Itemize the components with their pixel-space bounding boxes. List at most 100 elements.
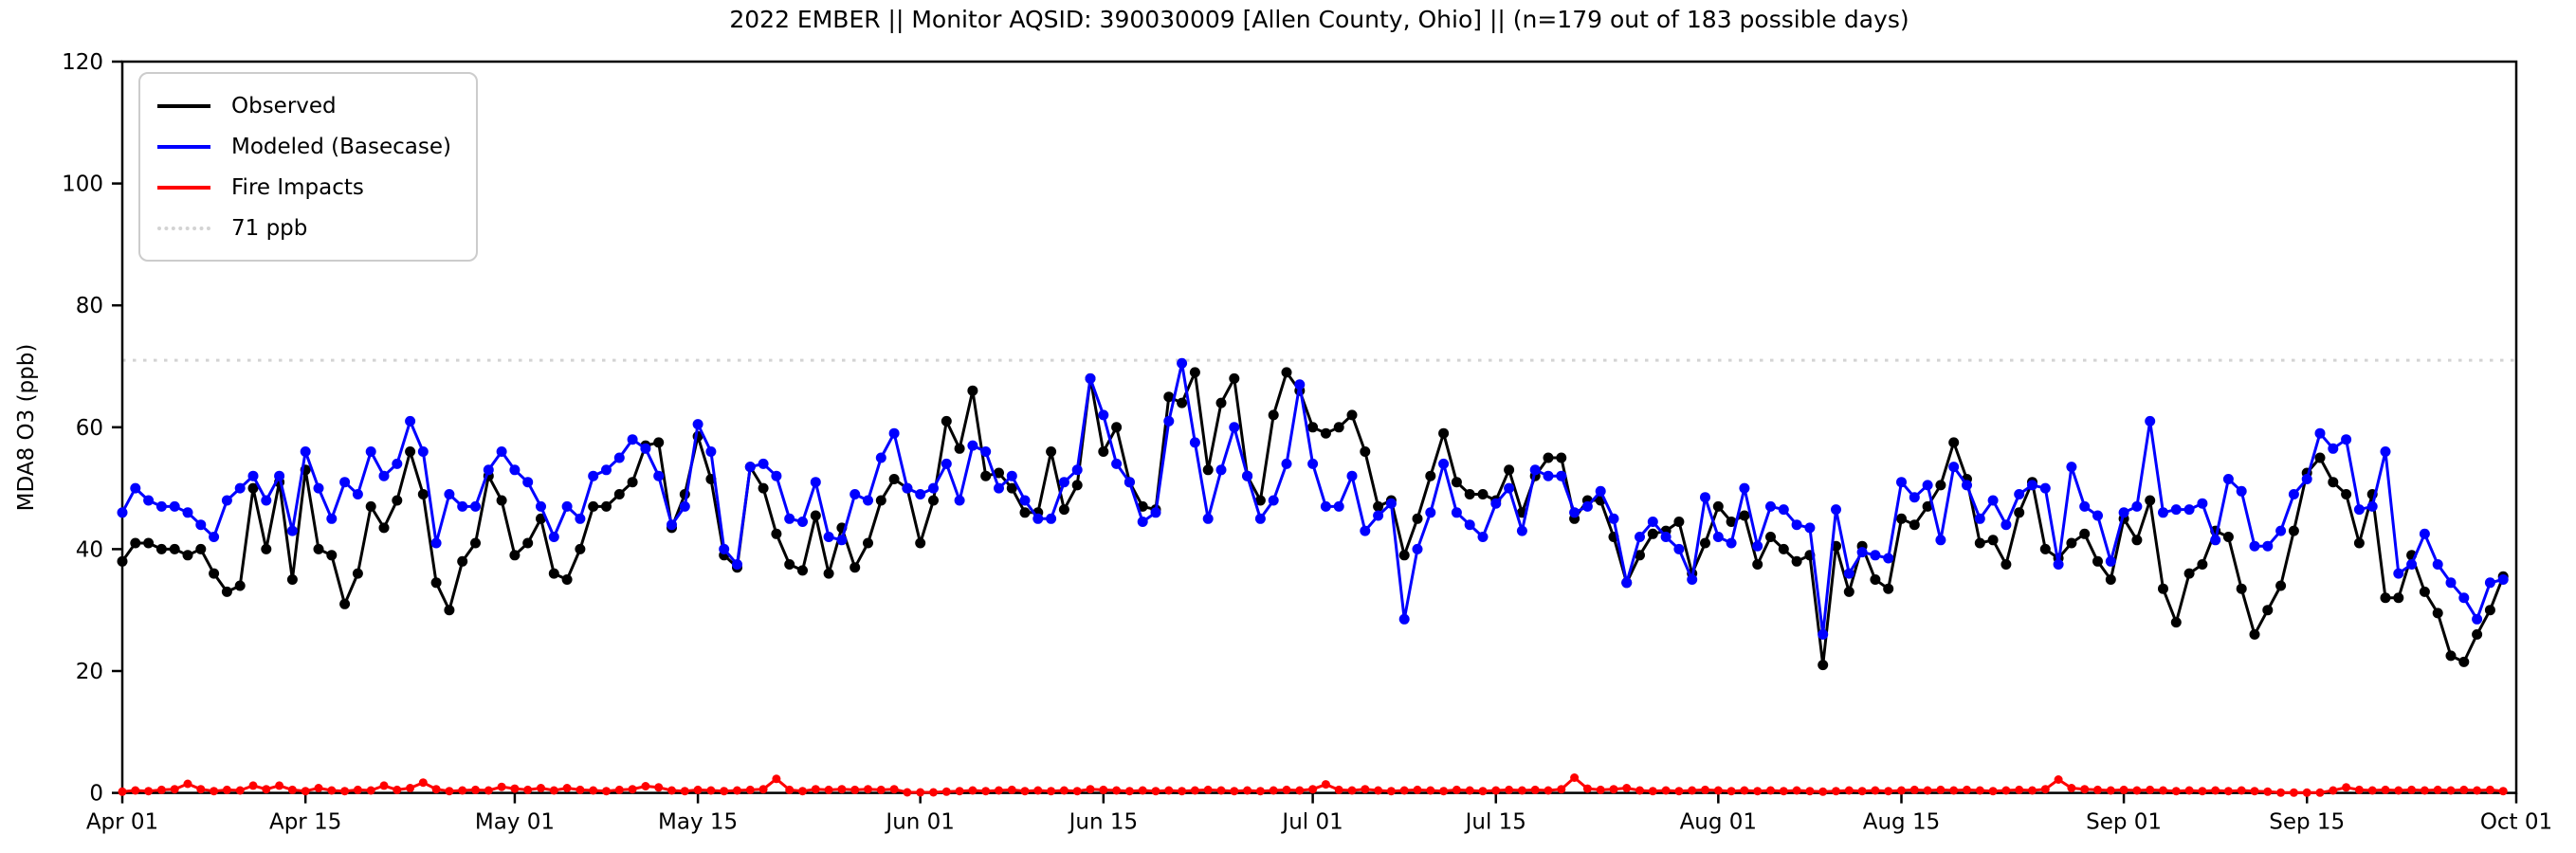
observed-marker xyxy=(1451,477,1462,488)
modeled-basecase-marker xyxy=(1804,522,1816,534)
modeled-basecase-marker xyxy=(1687,574,1698,585)
modeled-basecase-marker xyxy=(2432,559,2443,570)
modeled-basecase-marker xyxy=(1254,513,1266,524)
modeled-basecase-marker xyxy=(2197,498,2208,509)
fire-impacts-marker xyxy=(1622,784,1632,792)
modeled-basecase-marker xyxy=(1543,470,1554,481)
fire-impacts-marker xyxy=(1988,787,1998,796)
modeled-basecase-marker xyxy=(417,446,429,457)
modeled-basecase-marker xyxy=(613,452,625,463)
modeled-basecase-marker xyxy=(797,517,808,527)
observed-marker xyxy=(1504,464,1515,476)
modeled-basecase-marker xyxy=(850,489,861,499)
fire-impacts-marker xyxy=(1923,786,1932,795)
observed-marker xyxy=(2105,574,2116,585)
fire-impacts-marker xyxy=(301,787,310,796)
fire-impacts-marker xyxy=(2080,785,2090,794)
fire-impacts-marker xyxy=(929,788,938,797)
observed-marker xyxy=(1307,422,1319,433)
observed-marker xyxy=(653,437,665,448)
observed-marker xyxy=(2288,525,2299,536)
fire-impacts-marker xyxy=(2367,786,2377,795)
modeled-basecase-marker xyxy=(2131,500,2143,512)
fire-impacts-marker xyxy=(1386,787,1396,796)
observed-marker xyxy=(392,495,403,506)
fire-impacts-marker xyxy=(2067,784,2076,792)
modeled-basecase-marker xyxy=(1504,482,1515,494)
modeled-basecase-marker xyxy=(352,489,363,499)
observed-marker xyxy=(2275,580,2287,591)
fire-impacts-marker xyxy=(484,786,493,795)
observed-marker xyxy=(1974,537,1985,549)
fire-impacts-marker xyxy=(667,786,676,795)
fire-impacts-marker xyxy=(745,785,755,794)
modeled-basecase-marker xyxy=(1360,525,1371,536)
modeled-basecase-marker xyxy=(1726,537,1737,549)
fire-impacts-marker xyxy=(196,785,206,794)
fire-impacts-marker xyxy=(471,785,480,794)
observed-marker xyxy=(850,562,861,573)
fire-impacts-marker xyxy=(2342,783,2351,792)
observed-marker xyxy=(1346,409,1358,421)
modeled-basecase-marker xyxy=(2301,474,2312,484)
modeled-basecase-marker xyxy=(274,470,285,481)
observed-marker xyxy=(1215,397,1227,408)
modeled-basecase-marker xyxy=(522,477,534,488)
modeled-basecase-marker xyxy=(1046,513,1057,524)
fire-impacts-marker xyxy=(1374,786,1383,795)
fire-impacts-marker xyxy=(1557,785,1566,794)
fire-impacts-marker xyxy=(2459,785,2469,794)
modeled-basecase-marker xyxy=(2014,489,2025,499)
modeled-basecase-marker xyxy=(2118,507,2129,518)
modeled-basecase-marker xyxy=(2001,519,2012,531)
modeled-basecase-marker xyxy=(994,482,1004,494)
observed-marker xyxy=(1373,500,1384,512)
fire-impacts-marker xyxy=(287,785,297,794)
modeled-basecase-marker xyxy=(405,415,416,426)
fire-impacts-marker xyxy=(1255,787,1265,796)
fire-impacts-marker xyxy=(1033,786,1043,795)
fire-impacts-marker xyxy=(2394,786,2403,795)
fire-impacts-marker xyxy=(1478,787,1488,796)
modeled-basecase-marker xyxy=(326,513,338,524)
fire-impacts-marker xyxy=(235,786,245,795)
observed-marker xyxy=(143,537,155,549)
fire-impacts-marker xyxy=(1178,787,1187,796)
chart-title: 2022 EMBER || Monitor AQSID: 390030009 [… xyxy=(729,6,1909,33)
x-tick-label: Oct 01 xyxy=(2480,810,2552,835)
fire-impacts-marker xyxy=(340,787,350,796)
fire-impacts-marker xyxy=(1517,786,1526,795)
observed-marker xyxy=(1543,452,1554,463)
fire-impacts-marker xyxy=(2211,786,2220,795)
fire-impacts-marker xyxy=(1648,787,1657,796)
modeled-basecase-marker xyxy=(1464,519,1475,531)
modeled-basecase-marker xyxy=(2419,528,2430,539)
fire-impacts-marker xyxy=(1505,785,1514,794)
observed-marker xyxy=(1765,532,1776,542)
observed-marker xyxy=(561,574,573,585)
fire-impacts-marker xyxy=(889,785,899,794)
observed-marker xyxy=(627,477,638,488)
fire-impacts-marker xyxy=(614,785,624,794)
modeled-basecase-marker xyxy=(2249,540,2260,552)
modeled-basecase-marker xyxy=(836,535,848,546)
observed-marker xyxy=(1883,583,1894,594)
observed-marker xyxy=(2341,489,2352,499)
fire-impacts-marker xyxy=(1635,786,1644,795)
fire-impacts-marker xyxy=(2329,786,2338,795)
fire-impacts-marker xyxy=(2198,787,2207,796)
fire-impacts-marker xyxy=(837,785,847,794)
fire-impacts-marker xyxy=(275,781,284,790)
modeled-basecase-marker xyxy=(300,446,311,457)
observed-marker xyxy=(326,550,338,561)
modeled-basecase-marker xyxy=(810,477,821,488)
observed-marker xyxy=(2249,628,2260,640)
modeled-basecase-marker xyxy=(692,419,703,430)
observed-marker xyxy=(2079,528,2091,539)
observed-marker xyxy=(339,598,351,609)
modeled-basecase-marker xyxy=(1320,500,1331,512)
modeled-basecase-marker xyxy=(143,495,155,506)
modeled-basecase-marker xyxy=(928,482,939,494)
observed-marker xyxy=(2393,592,2404,604)
fire-impacts-marker xyxy=(379,781,389,790)
